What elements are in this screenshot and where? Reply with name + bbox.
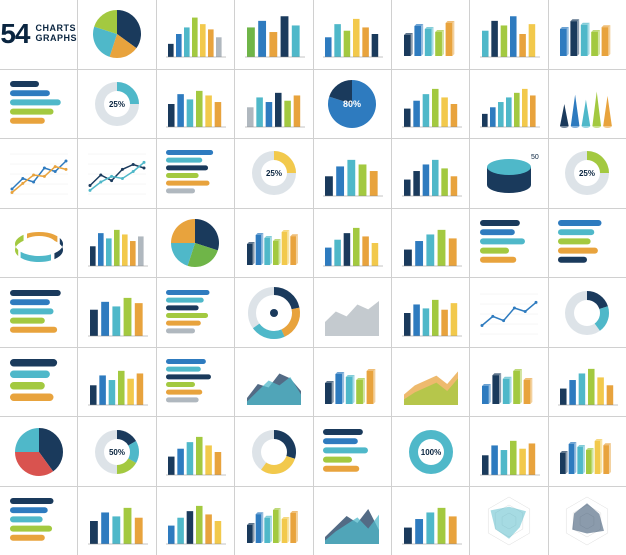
chart-r7c0-hbar: [0, 487, 77, 555]
chart-r0c2-bar: [157, 0, 234, 69]
chart-r1c0-hbar: [0, 70, 77, 139]
chart-r3c2-pie: [157, 209, 234, 278]
chart-r5c2-hbar: [157, 348, 234, 417]
chart-r3c3-bar3d: [235, 209, 312, 278]
chart-r4c1-bar: [78, 278, 155, 347]
chart-r4c7-donut: [549, 278, 626, 347]
chart-r3c6-hbar: [470, 209, 547, 278]
chart-r4c4-area: [314, 278, 391, 347]
chart-r2c4-bar: [314, 139, 391, 208]
chart-r4c0-hbar: [0, 278, 77, 347]
chart-r3c7-hbar: [549, 209, 626, 278]
chart-r3c5-bar: [392, 209, 469, 278]
chart-r4c2-hbar: [157, 278, 234, 347]
chart-r4c6-line: [470, 278, 547, 347]
chart-r2c3-donut: 25%: [235, 139, 312, 208]
svg-text:80%: 80%: [343, 99, 361, 109]
title-cell: 54 CHARTSGRAPHS: [0, 0, 77, 69]
chart-r0c3-bar: [235, 0, 312, 69]
chart-r0c4-bar: [314, 0, 391, 69]
chart-r0c7-bar3d: [549, 0, 626, 69]
chart-r2c1-line: [78, 139, 155, 208]
svg-text:25%: 25%: [109, 100, 125, 109]
chart-r5c4-bar3d: [314, 348, 391, 417]
chart-r0c6-bar: [470, 0, 547, 69]
svg-text:50%: 50%: [531, 154, 539, 161]
chart-r6c6-bar: [470, 417, 547, 486]
chart-r7c3-bar3d: [235, 487, 312, 555]
chart-r2c7-donut: 25%: [549, 139, 626, 208]
chart-r7c4-area: [314, 487, 391, 555]
chart-r0c1-pie: [78, 0, 155, 69]
chart-r6c4-hbar: [314, 417, 391, 486]
chart-r1c1-donut: 25%: [78, 70, 155, 139]
chart-r7c6-radar: [470, 487, 547, 555]
chart-r2c2-hbar: [157, 139, 234, 208]
chart-r1c2-bar: [157, 70, 234, 139]
chart-r7c7-radar: [549, 487, 626, 555]
chart-r7c2-bar: [157, 487, 234, 555]
chart-r6c5-donut: 100%: [392, 417, 469, 486]
chart-r1c5-bar: [392, 70, 469, 139]
chart-r3c0-ring3d: [0, 209, 77, 278]
chart-r1c3-bar: [235, 70, 312, 139]
chart-r4c3-gauge: [235, 278, 312, 347]
svg-text:100%: 100%: [420, 448, 440, 457]
chart-r5c0-hbar: [0, 348, 77, 417]
title-number: 54: [0, 18, 29, 50]
chart-r1c4-pie: 80%: [314, 70, 391, 139]
chart-r2c6-cylinder: 50%: [470, 139, 547, 208]
chart-r5c7-bar: [549, 348, 626, 417]
chart-r5c5-area: [392, 348, 469, 417]
chart-r7c1-bar: [78, 487, 155, 555]
chart-r0c5-bar3d: [392, 0, 469, 69]
chart-r1c6-bar: [470, 70, 547, 139]
chart-r2c5-bar: [392, 139, 469, 208]
chart-r2c0-line: [0, 139, 77, 208]
title-text: CHARTSGRAPHS: [36, 24, 78, 44]
chart-r1c7-cone: [549, 70, 626, 139]
chart-r6c1-donut: 50%: [78, 417, 155, 486]
chart-r6c0-pie: [0, 417, 77, 486]
svg-text:50%: 50%: [109, 448, 125, 457]
chart-r3c1-bar: [78, 209, 155, 278]
chart-r5c3-area: [235, 348, 312, 417]
chart-r6c2-bar: [157, 417, 234, 486]
chart-r3c4-bar: [314, 209, 391, 278]
chart-r5c6-bar3d: [470, 348, 547, 417]
chart-r4c5-bar: [392, 278, 469, 347]
chart-r6c3-donut: [235, 417, 312, 486]
svg-text:25%: 25%: [266, 169, 282, 178]
chart-r6c7-bar3d: [549, 417, 626, 486]
chart-r7c5-bar: [392, 487, 469, 555]
svg-text:25%: 25%: [579, 169, 595, 178]
chart-r5c1-bar: [78, 348, 155, 417]
